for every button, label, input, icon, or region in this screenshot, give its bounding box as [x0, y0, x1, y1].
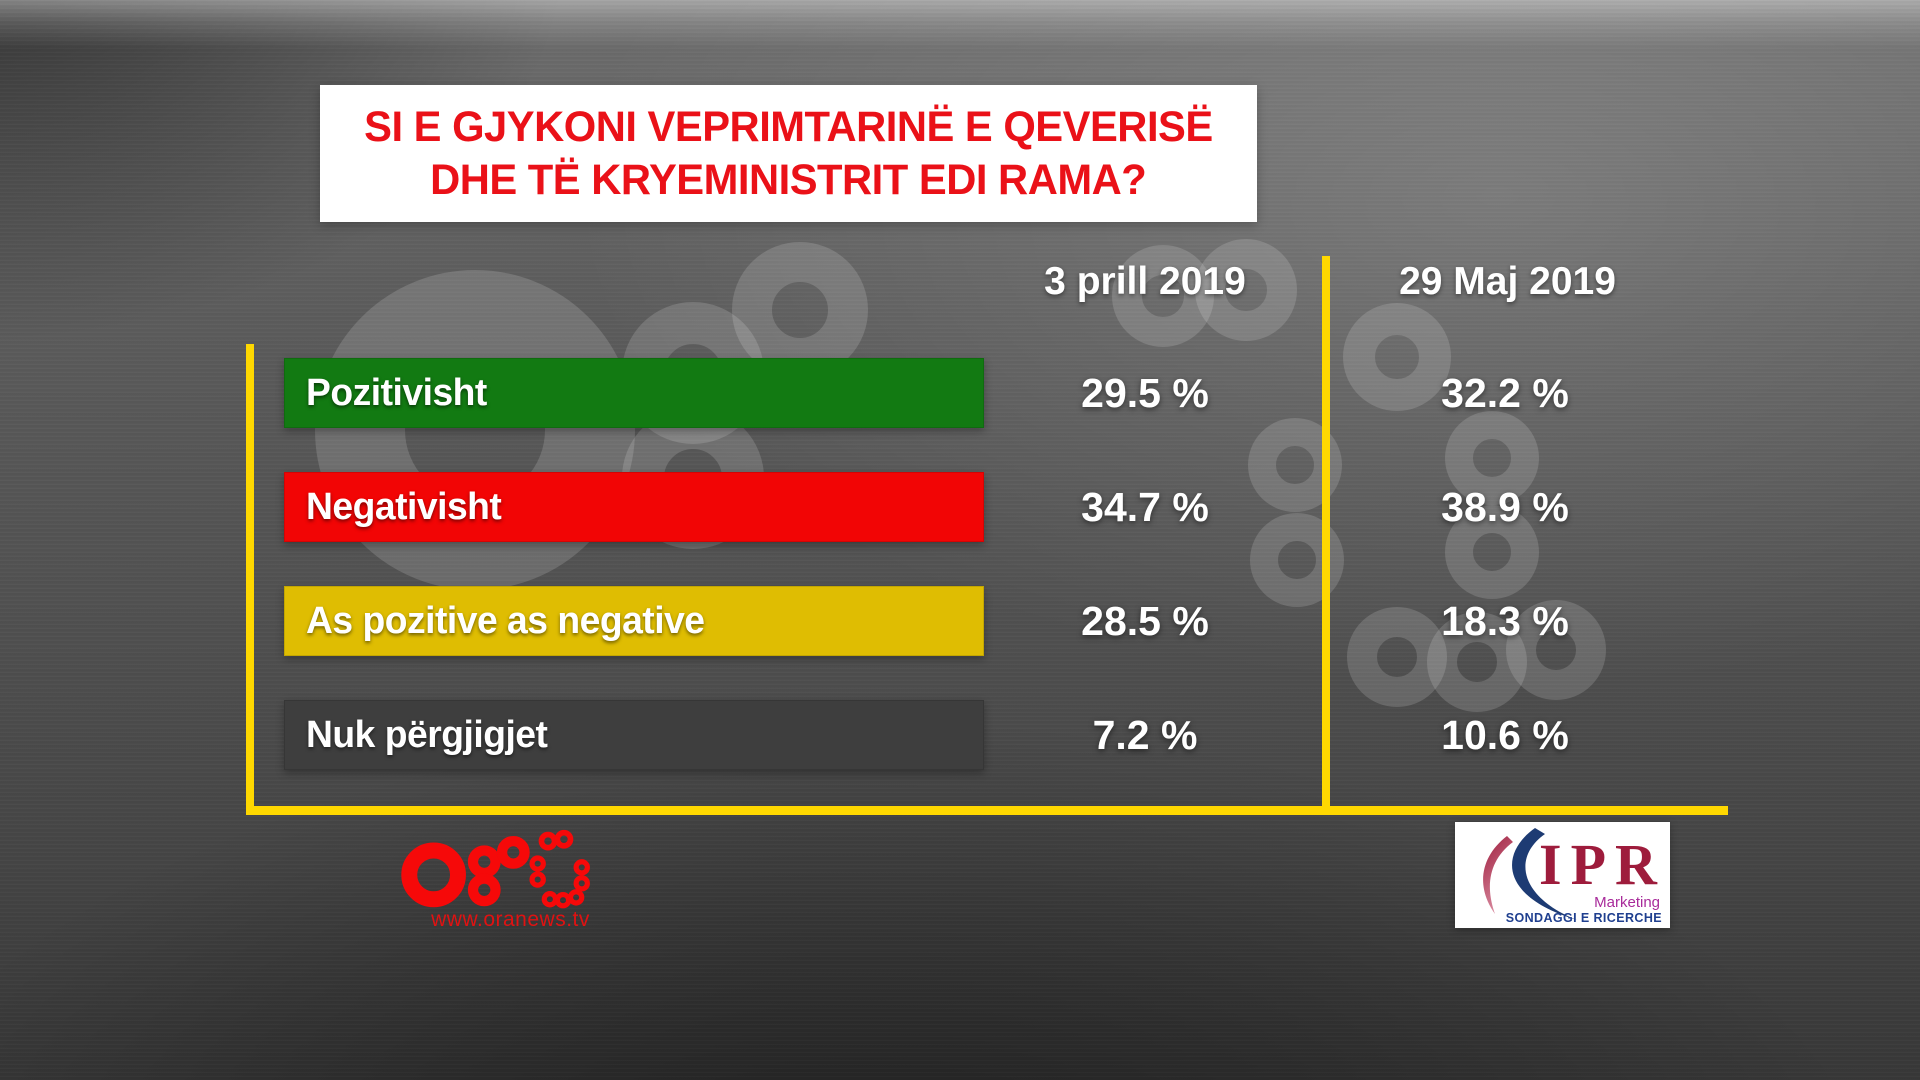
category-label: As pozitive as negative	[306, 599, 705, 642]
category-label: Nuk përgjigjet	[306, 713, 548, 756]
value-april-negativisht: 34.7 %	[1081, 483, 1209, 530]
category-bar-nuk-pergjigjet: Nuk përgjigjet	[284, 700, 984, 770]
category-label: Negativisht	[306, 485, 502, 528]
value-april-no-answer: 7.2 %	[1092, 711, 1198, 758]
ipr-marketing-text: Marketing	[1594, 894, 1660, 911]
value-april-neutral: 28.5 %	[1081, 597, 1209, 644]
value-may-neutral: 18.3 %	[1441, 597, 1569, 644]
question-title-line-1: SI E GJYKONI VEPRIMTARINË E QEVERISË	[364, 103, 1213, 152]
ipr-logo: IPR Marketing SONDAGGI E RICERCHE	[1455, 822, 1670, 928]
value-may-negativisht: 38.9 %	[1441, 483, 1569, 530]
column-header-april: 3 prill 2019	[1044, 260, 1246, 303]
category-bar-as-pozitive-as-negative: As pozitive as negative	[284, 586, 984, 656]
question-title-line-2: DHE TË KRYEMINISTRIT EDI RAMA?	[430, 155, 1147, 204]
column-divider-line	[1322, 256, 1330, 813]
column-header-may: 29 Maj 2019	[1399, 260, 1616, 303]
axis-bottom-line	[246, 806, 1728, 815]
oranews-website-text: www.oranews.tv	[431, 908, 590, 931]
ipr-name-text: IPR	[1539, 832, 1666, 897]
axis-left-line	[246, 344, 254, 815]
category-bar-pozitivisht: Pozitivisht	[284, 358, 984, 428]
ipr-swoosh-icon	[1483, 828, 1577, 920]
question-title-box: SI E GJYKONI VEPRIMTARINË E QEVERISË DHE…	[320, 85, 1257, 222]
category-label: Pozitivisht	[306, 371, 487, 414]
oranews-logo-icon	[401, 829, 590, 909]
category-bar-negativisht: Negativisht	[284, 472, 984, 542]
value-may-pozitivisht: 32.2 %	[1441, 369, 1569, 416]
value-april-pozitivisht: 29.5 %	[1081, 369, 1209, 416]
ipr-tagline-text: SONDAGGI E RICERCHE	[1505, 911, 1662, 925]
value-may-no-answer: 10.6 %	[1441, 711, 1569, 758]
